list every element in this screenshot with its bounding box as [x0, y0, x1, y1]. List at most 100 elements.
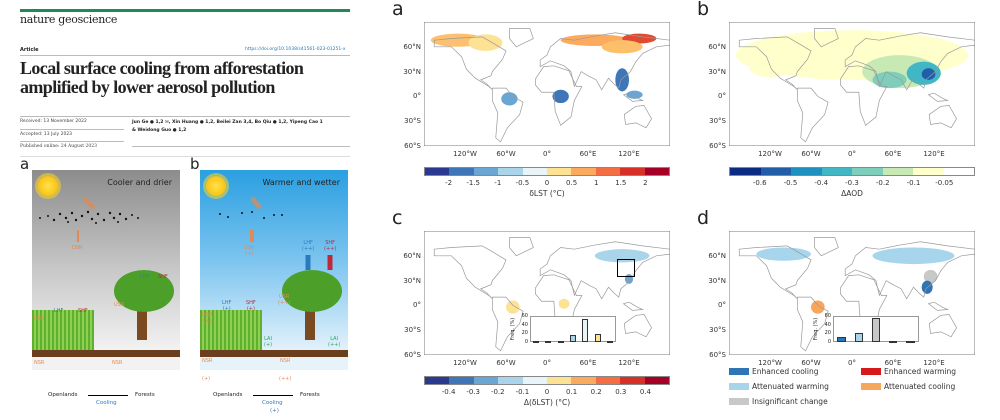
grass — [200, 310, 262, 350]
map-shading — [749, 57, 791, 78]
lon-tick-label: 120°E — [618, 359, 640, 367]
received-date: Received: 13 November 2022 — [20, 119, 87, 124]
label-sign: (++) — [278, 300, 291, 306]
nsr-sign: (+) — [202, 376, 211, 382]
label-sign: (+) — [246, 306, 255, 312]
lon-tick-label: 120°W — [453, 359, 477, 367]
map-shading — [501, 92, 518, 106]
colorbar-bin — [821, 168, 852, 175]
inset-bar — [906, 341, 915, 343]
panel-title: Cooler and drier — [107, 178, 172, 187]
lon-tick-label: 60°E — [884, 150, 902, 158]
label-text: USR — [202, 312, 213, 318]
label-text: USR — [278, 294, 290, 300]
legend-swatch — [861, 368, 881, 375]
map-b — [729, 22, 975, 146]
inset-bar — [888, 341, 898, 343]
map-shading — [552, 89, 569, 104]
lai-label: LAI (+) — [264, 336, 272, 348]
inset-bar — [594, 334, 601, 342]
colorbar-bin — [425, 377, 450, 384]
grass — [32, 310, 94, 350]
lon-tick-label: 0° — [848, 150, 856, 158]
colorbar-bin — [498, 168, 523, 175]
continent-outline — [624, 314, 651, 336]
openlands-label: Openlands — [48, 392, 78, 398]
continent-outline — [434, 37, 506, 90]
colorbar-tick: 0 — [544, 388, 550, 396]
inset-ylabel: Freq. (%) — [510, 317, 516, 341]
continent-outline — [509, 238, 533, 256]
map-shading — [615, 68, 629, 92]
lat-tick-label: 60°S — [709, 142, 726, 150]
divider — [20, 156, 350, 157]
panel-letter: a — [20, 155, 30, 173]
panel-letter: d — [697, 207, 710, 229]
map-shading — [872, 247, 955, 265]
lon-tick-label: 60°W — [496, 150, 516, 158]
inset-ytick: 20 — [521, 330, 528, 337]
label-sign: (++) — [328, 342, 341, 348]
article-type: Article — [20, 47, 39, 53]
tree-crown — [114, 270, 174, 312]
lai-label-forest: LAI (++) — [328, 336, 340, 348]
continent-outline — [840, 66, 886, 126]
colorbar-bin — [522, 168, 548, 175]
map-shading — [921, 280, 933, 294]
forests-label: Forests — [300, 392, 320, 398]
colorbar-tick: -0.4 — [441, 388, 456, 396]
colorbar-bin — [620, 168, 645, 175]
colorbar-bin — [449, 168, 474, 175]
continent-outline — [845, 33, 975, 90]
divider — [20, 141, 124, 142]
legend-swatch — [861, 383, 881, 390]
colorbar-tick: -0.4 — [814, 179, 829, 187]
inset-ytick: 60 — [521, 313, 528, 319]
lhf-label-forest: LHF (++) — [302, 240, 314, 252]
diagram-panel-b: Warmer and wetter DSR (+) USR (+) LHF (+) S… — [200, 170, 348, 370]
ground — [200, 350, 348, 357]
dsr-label: DSR — [72, 245, 83, 251]
label-text: LAI — [264, 336, 272, 342]
label-text: LHF — [222, 300, 232, 306]
lon-tick-label: 0° — [543, 359, 551, 367]
label-text: NSR — [280, 358, 291, 364]
colorbar-tick: -2 — [445, 179, 453, 187]
doi-link[interactable]: https://doi.org/10.1038/s41561-023-01251… — [245, 47, 346, 52]
colorbar — [729, 167, 975, 176]
label-text: LAI — [330, 336, 339, 342]
colorbar-bin — [571, 377, 596, 384]
map-shading — [923, 269, 938, 284]
panel-letter: b — [190, 155, 200, 173]
legend-label: Enhanced warming — [884, 367, 957, 376]
authors-line: & Weidong Guo ● 1,2 — [132, 128, 187, 133]
inset-ylabel: Freq. (%) — [813, 317, 819, 341]
inset-ytick: 0 — [524, 339, 528, 345]
forests-label: Forests — [135, 392, 155, 398]
lhf-label: LHF — [54, 308, 64, 314]
map-shading — [756, 247, 811, 261]
aerosol-dots — [219, 196, 333, 270]
tree-trunk — [137, 300, 147, 340]
lon-tick-label: 0° — [848, 359, 856, 367]
legend-item: Attenuated cooling — [861, 382, 955, 391]
lat-tick-label: 30°S — [709, 117, 726, 126]
legend-swatch — [729, 398, 749, 405]
colorbar-tick: -0.6 — [752, 179, 767, 187]
colorbar — [424, 376, 670, 385]
colorbar-tick: 0.5 — [566, 179, 578, 187]
inset-bar — [854, 333, 864, 342]
published-date: Published online: 24 August 2023 — [20, 144, 97, 149]
colorbar-bin — [913, 168, 944, 175]
label-text: DSR — [244, 245, 255, 251]
colorbar-bin — [595, 377, 621, 384]
continent-outline — [797, 297, 828, 351]
lon-tick-label: 60°E — [579, 359, 597, 367]
dsr-label: DSR (+) — [244, 245, 255, 257]
legend-label: Enhanced cooling — [752, 367, 819, 376]
divider — [20, 129, 124, 130]
lon-tick-label: 60°E — [884, 359, 902, 367]
colorbar-caption: δLST (°C) — [529, 189, 565, 198]
lat-tick-label: 60°N — [403, 251, 421, 260]
paper-title: Local surface cooling from afforestation… — [20, 59, 304, 97]
